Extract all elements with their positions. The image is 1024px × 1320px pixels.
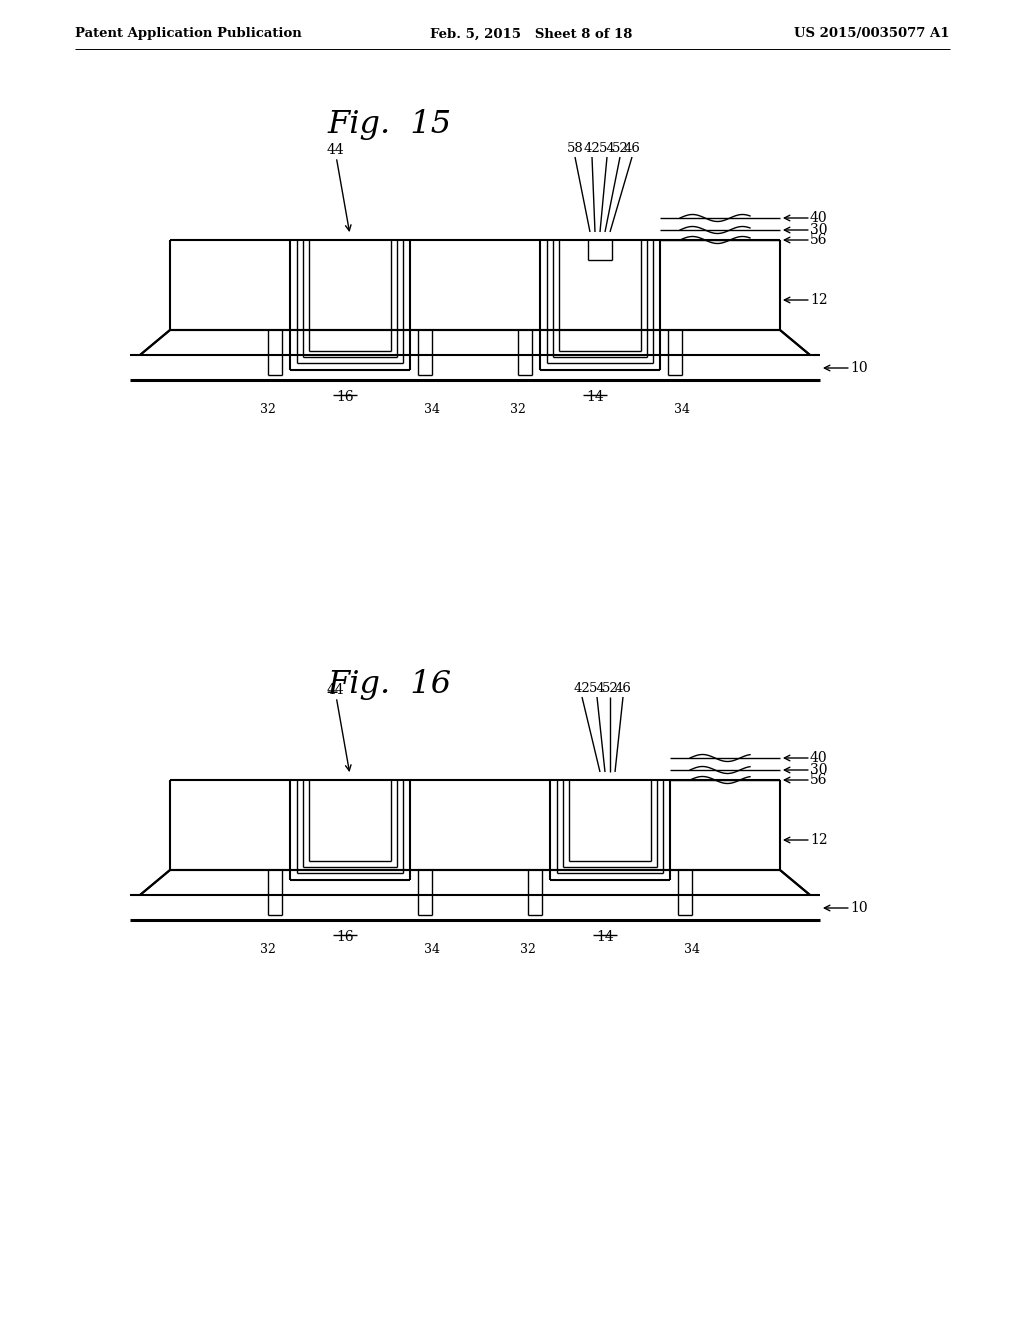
Text: 34: 34 bbox=[674, 403, 690, 416]
Text: US 2015/0035077 A1: US 2015/0035077 A1 bbox=[795, 28, 950, 41]
Text: 54: 54 bbox=[599, 143, 615, 154]
Text: Patent Application Publication: Patent Application Publication bbox=[75, 28, 302, 41]
Text: 42: 42 bbox=[584, 143, 600, 154]
Text: 44: 44 bbox=[326, 682, 351, 771]
Text: 46: 46 bbox=[624, 143, 640, 154]
Text: 14: 14 bbox=[596, 931, 613, 944]
Text: 30: 30 bbox=[810, 763, 827, 777]
Text: 32: 32 bbox=[510, 403, 526, 416]
Text: 32: 32 bbox=[520, 942, 536, 956]
Text: 56: 56 bbox=[810, 774, 827, 787]
Text: 46: 46 bbox=[614, 682, 632, 696]
Text: 58: 58 bbox=[566, 143, 584, 154]
Text: 42: 42 bbox=[573, 682, 591, 696]
Text: 16: 16 bbox=[336, 931, 354, 944]
Text: 10: 10 bbox=[850, 360, 867, 375]
Text: 34: 34 bbox=[424, 403, 440, 416]
Text: 16: 16 bbox=[336, 389, 354, 404]
Text: 40: 40 bbox=[810, 751, 827, 766]
Text: 30: 30 bbox=[810, 223, 827, 238]
Text: 40: 40 bbox=[810, 211, 827, 224]
Text: Fig.  16: Fig. 16 bbox=[328, 669, 452, 701]
Text: 32: 32 bbox=[260, 403, 275, 416]
Text: Fig.  15: Fig. 15 bbox=[328, 110, 452, 140]
Text: 14: 14 bbox=[586, 389, 604, 404]
Text: Feb. 5, 2015   Sheet 8 of 18: Feb. 5, 2015 Sheet 8 of 18 bbox=[430, 28, 633, 41]
Text: 32: 32 bbox=[260, 942, 275, 956]
Text: 44: 44 bbox=[326, 143, 351, 231]
Text: 12: 12 bbox=[810, 293, 827, 308]
Text: 34: 34 bbox=[424, 942, 440, 956]
Text: 54: 54 bbox=[589, 682, 605, 696]
Text: 56: 56 bbox=[810, 234, 827, 247]
Text: 52: 52 bbox=[611, 143, 629, 154]
Text: 12: 12 bbox=[810, 833, 827, 847]
Text: 52: 52 bbox=[602, 682, 618, 696]
Text: 34: 34 bbox=[684, 942, 700, 956]
Text: 10: 10 bbox=[850, 902, 867, 915]
